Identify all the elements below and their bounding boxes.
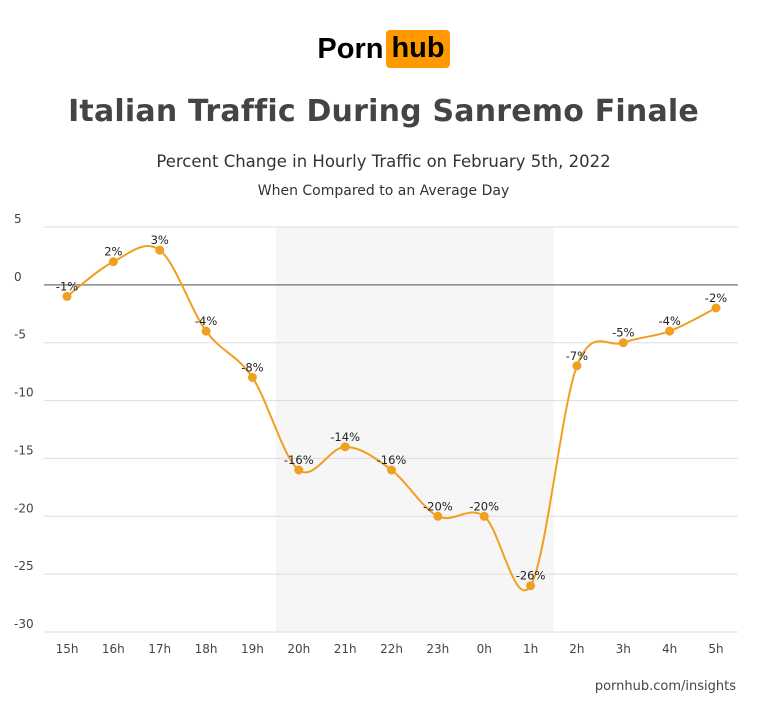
y-tick-label: 0 <box>14 270 22 284</box>
data-label: -26% <box>516 569 546 583</box>
data-point <box>572 361 582 371</box>
data-label: -4% <box>658 314 680 328</box>
data-label: -2% <box>705 291 727 305</box>
data-label: -16% <box>377 453 407 467</box>
x-tick-label: 2h <box>569 642 584 656</box>
data-point <box>340 442 350 452</box>
data-label: -5% <box>612 326 634 340</box>
data-point <box>479 511 489 521</box>
y-tick-label: -5 <box>14 328 26 342</box>
x-tick-label: 18h <box>195 642 218 656</box>
data-label: -16% <box>284 453 314 467</box>
x-tick-label: 19h <box>241 642 264 656</box>
data-label: -7% <box>566 349 588 363</box>
chart-subtitle: Percent Change in Hourly Traffic on Febr… <box>156 152 611 171</box>
y-tick-label: -20 <box>14 501 34 515</box>
chart-subsubtitle: When Compared to an Average Day <box>257 183 510 199</box>
y-tick-label: -10 <box>14 386 34 400</box>
data-point <box>526 581 536 591</box>
x-tick-label: 5h <box>708 642 723 656</box>
data-point <box>433 511 443 521</box>
data-label: -14% <box>330 430 360 444</box>
data-label: -20% <box>423 499 453 513</box>
brand-logo-part2: hub <box>386 30 450 68</box>
data-point <box>247 372 257 382</box>
highlight-band <box>275 227 554 632</box>
x-tick-label: 3h <box>616 642 631 656</box>
data-point <box>108 257 118 267</box>
data-label: 3% <box>151 233 169 247</box>
data-label: -1% <box>56 279 78 293</box>
data-label: -8% <box>241 360 263 374</box>
x-tick-label: 15h <box>56 642 79 656</box>
x-tick-label: 23h <box>426 642 449 656</box>
data-point <box>618 338 628 348</box>
series-line <box>66 244 717 592</box>
x-tick-label: 21h <box>334 642 357 656</box>
x-tick-label: 20h <box>287 642 310 656</box>
y-tick-label: -25 <box>14 559 34 573</box>
footer-source: pornhub.com/insights <box>594 679 736 694</box>
x-tick-label: 22h <box>380 642 403 656</box>
data-label: -20% <box>469 499 499 513</box>
data-label: 2% <box>104 245 122 259</box>
chart-title: Italian Traffic During Sanremo Finale <box>68 94 699 129</box>
x-tick-label: 0h <box>477 642 492 656</box>
data-point <box>155 245 165 255</box>
brand-logo-part1: Porn <box>317 32 384 65</box>
y-tick-label: -30 <box>14 617 34 631</box>
data-point <box>201 326 211 336</box>
y-tick-label: -15 <box>14 443 34 457</box>
data-point <box>387 465 396 475</box>
data-point <box>711 303 721 313</box>
data-point <box>294 465 304 475</box>
x-tick-label: 17h <box>148 642 171 656</box>
x-tick-label: 1h <box>523 642 538 656</box>
data-point <box>62 291 72 301</box>
brand-logo: Porn hub <box>0 30 767 68</box>
data-point <box>665 326 675 336</box>
data-label: -4% <box>195 314 217 328</box>
y-tick-label: 5 <box>14 212 22 226</box>
x-tick-label: 16h <box>102 642 125 656</box>
x-tick-label: 4h <box>662 642 677 656</box>
